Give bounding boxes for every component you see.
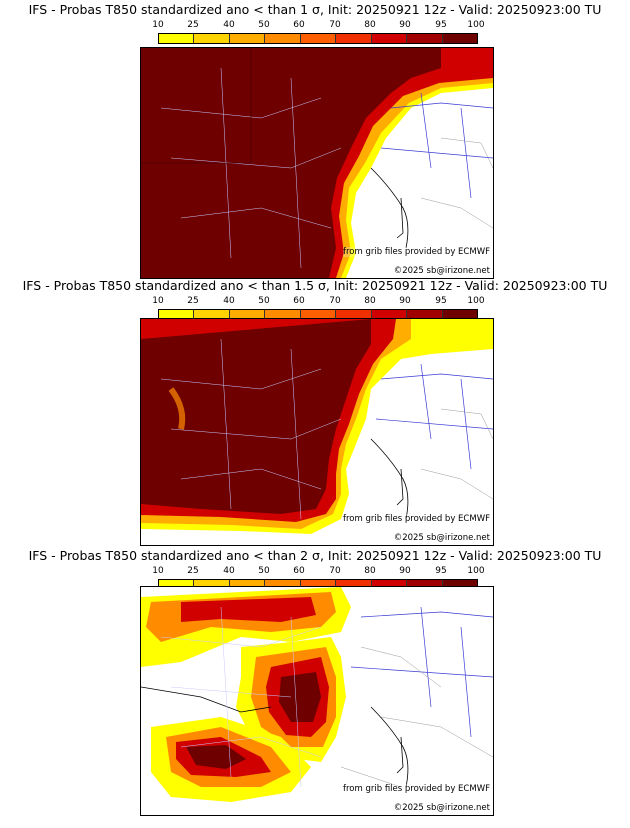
colorbar-tick: 10 (152, 20, 164, 30)
panel-1: IFS - Probas T850 standardized ano < tha… (0, 0, 630, 279)
colorbar-bin (442, 580, 477, 589)
colorbar-tick: 25 (187, 20, 199, 30)
colorbar-tick: 90 (399, 296, 411, 306)
colorbar-bin (442, 34, 477, 43)
panel-title: IFS - Probas T850 standardized ano < tha… (28, 548, 602, 563)
colorbar-bin (300, 310, 337, 319)
colorbar-tick: 40 (223, 20, 235, 30)
colorbar-bin (300, 34, 337, 43)
colorbar-bin (371, 580, 408, 589)
source-credit: from grib files provided by ECMWF (343, 784, 490, 794)
colorbar-bin (442, 310, 477, 319)
colorbar-bin (336, 580, 372, 589)
colorbar-bin (265, 310, 301, 319)
colorbar-tick: 95 (435, 566, 447, 576)
colorbar-tick: 50 (258, 296, 270, 306)
colorbar-bin (336, 310, 372, 319)
colorbar-tick: 25 (187, 296, 199, 306)
colorbar-bin (229, 310, 266, 319)
colorbar-tick: 50 (258, 20, 270, 30)
colorbar-labels: 10 25 40 50 60 70 80 90 95 100 (152, 296, 484, 308)
colorbar-tick: 60 (293, 20, 305, 30)
colorbar-bin (407, 34, 443, 43)
colorbar-tick: 80 (364, 296, 376, 306)
colorbar-tick: 10 (152, 296, 164, 306)
colorbar-tick: 70 (329, 20, 341, 30)
colorbar-bin (194, 34, 230, 43)
colorbar-tick: 70 (329, 296, 341, 306)
probability-map: from grib files provided by ECMWF ©2025 … (140, 586, 494, 816)
colorbar-tick: 90 (399, 20, 411, 30)
colorbar-labels: 10 25 40 50 60 70 80 90 95 100 (152, 566, 484, 578)
colorbar-tick: 100 (467, 296, 485, 306)
colorbar-tick: 40 (223, 566, 235, 576)
panel-title: IFS - Probas T850 standardized ano < tha… (28, 2, 602, 17)
colorbar-bin (229, 580, 266, 589)
colorbar-bin (159, 34, 195, 43)
colorbar-tick: 95 (435, 296, 447, 306)
colorbar-bin (265, 580, 301, 589)
colorbar-tick: 100 (467, 20, 485, 30)
colorbar-bin (194, 580, 230, 589)
colorbar-labels: 10 25 40 50 60 70 80 90 95 100 (152, 20, 484, 32)
colorbar-bin (159, 310, 195, 319)
colorbar-tick: 70 (329, 566, 341, 576)
panel-2: IFS - Probas T850 standardized ano < tha… (0, 276, 630, 546)
colorbar (158, 33, 478, 44)
source-credit: from grib files provided by ECMWF (343, 514, 490, 524)
panel-title: IFS - Probas T850 standardized ano < tha… (22, 278, 608, 293)
colorbar-bin (371, 34, 408, 43)
colorbar-tick: 10 (152, 566, 164, 576)
copyright-credit: ©2025 sb@irizone.net (393, 266, 490, 276)
colorbar-tick: 60 (293, 566, 305, 576)
colorbar-tick: 60 (293, 296, 305, 306)
probability-map: from grib files provided by ECMWF ©2025 … (140, 318, 494, 546)
copyright-credit: ©2025 sb@irizone.net (393, 803, 490, 813)
colorbar-bin (300, 580, 337, 589)
panel-3: IFS - Probas T850 standardized ano < tha… (0, 546, 630, 828)
copyright-credit: ©2025 sb@irizone.net (393, 533, 490, 543)
colorbar-tick: 100 (467, 566, 485, 576)
colorbar-bin (265, 34, 301, 43)
colorbar-tick: 95 (435, 20, 447, 30)
colorbar-tick: 80 (364, 20, 376, 30)
colorbar-bin (159, 580, 195, 589)
colorbar-tick: 40 (223, 296, 235, 306)
source-credit: from grib files provided by ECMWF (343, 247, 490, 257)
colorbar-tick: 80 (364, 566, 376, 576)
colorbar-tick: 25 (187, 566, 199, 576)
probability-map: from grib files provided by ECMWF ©2025 … (140, 47, 494, 279)
colorbar-bin (371, 310, 408, 319)
colorbar-tick: 50 (258, 566, 270, 576)
colorbar-bin (407, 310, 443, 319)
colorbar-bin (336, 34, 372, 43)
colorbar-tick: 90 (399, 566, 411, 576)
colorbar-bin (407, 580, 443, 589)
colorbar-bin (229, 34, 266, 43)
colorbar-bin (194, 310, 230, 319)
